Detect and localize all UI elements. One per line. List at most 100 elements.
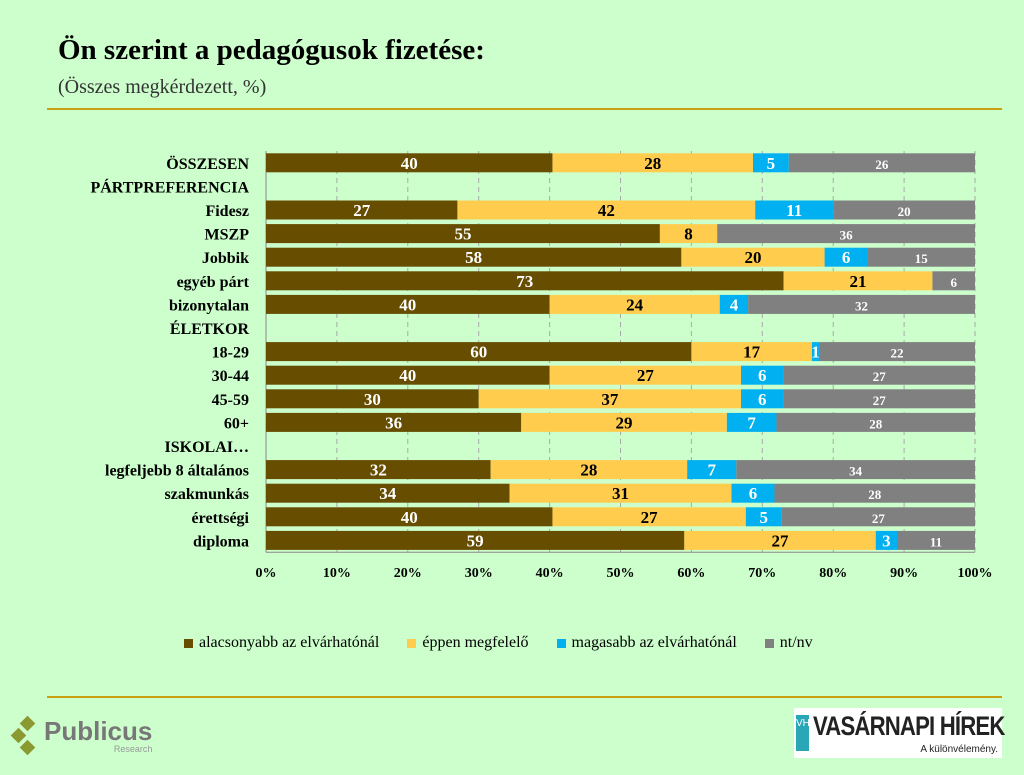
bar-segment bbox=[748, 294, 975, 314]
data-label: 32 bbox=[855, 298, 868, 313]
category-label: 18-29 bbox=[212, 345, 249, 362]
category-label: 60+ bbox=[224, 415, 249, 432]
bar-segment bbox=[659, 224, 718, 244]
data-label: 27 bbox=[641, 508, 659, 527]
data-label: 40 bbox=[399, 366, 416, 385]
x-tick-label: 40% bbox=[536, 566, 564, 581]
bar-segment bbox=[719, 294, 749, 314]
category-label: ISKOLAI… bbox=[165, 439, 249, 456]
data-label: 40 bbox=[401, 154, 418, 173]
data-label: 36 bbox=[385, 413, 402, 432]
bar-segment bbox=[788, 153, 975, 173]
bar-segment bbox=[266, 247, 682, 267]
bar-segment bbox=[875, 530, 898, 550]
category-label: diploma bbox=[193, 533, 249, 550]
top-divider bbox=[47, 108, 1002, 110]
bar-segment bbox=[681, 247, 825, 267]
data-label: 36 bbox=[840, 228, 854, 243]
data-label: 55 bbox=[454, 225, 471, 244]
data-label: 40 bbox=[401, 508, 418, 527]
category-label: egyéb párt bbox=[177, 274, 250, 291]
x-tick-label: 20% bbox=[394, 566, 422, 581]
bar-segment bbox=[266, 153, 553, 173]
category-label: legfeljebb 8 általános bbox=[105, 463, 249, 480]
data-label: 59 bbox=[467, 531, 484, 550]
category-label: ÖSSZESEN bbox=[166, 155, 249, 173]
bar-segment bbox=[811, 342, 820, 362]
data-label: 20 bbox=[744, 248, 761, 267]
bar-segment bbox=[783, 389, 975, 409]
data-label: 1 bbox=[811, 343, 820, 362]
category-label: érettségi bbox=[192, 510, 250, 527]
data-label: 17 bbox=[743, 343, 761, 362]
data-label: 34 bbox=[379, 484, 397, 503]
bar-segment bbox=[478, 389, 742, 409]
data-label: 34 bbox=[849, 464, 863, 479]
data-label: 73 bbox=[516, 272, 533, 291]
legend-swatch bbox=[407, 638, 417, 648]
vh-box: VH bbox=[796, 715, 810, 751]
legend-label: nt/nv bbox=[779, 634, 813, 651]
data-label: 5 bbox=[767, 154, 776, 173]
bar-segment bbox=[774, 483, 975, 503]
x-tick-label: 60% bbox=[677, 566, 705, 581]
x-tick-label: 0% bbox=[256, 566, 277, 581]
category-label: Jobbik bbox=[202, 250, 249, 267]
data-label: 27 bbox=[873, 369, 887, 384]
category-label: bizonytalan bbox=[169, 297, 249, 314]
bar-segment bbox=[266, 530, 685, 550]
data-label: 21 bbox=[850, 272, 867, 291]
data-label: 24 bbox=[626, 295, 644, 314]
bar-segment bbox=[549, 294, 720, 314]
category-label: Fidesz bbox=[205, 203, 249, 220]
data-label: 22 bbox=[891, 346, 904, 361]
legend-swatch bbox=[184, 638, 193, 648]
bar-segment bbox=[266, 460, 491, 480]
data-label: 6 bbox=[842, 248, 851, 267]
bar-segment bbox=[266, 224, 660, 244]
data-label: 58 bbox=[465, 248, 482, 267]
legend-swatch bbox=[556, 638, 566, 648]
bar-segment bbox=[783, 365, 975, 385]
bar-segment bbox=[776, 412, 975, 432]
data-label: 20 bbox=[898, 204, 911, 219]
data-label: 7 bbox=[708, 461, 717, 480]
legend-label: éppen megfelelő bbox=[422, 634, 529, 651]
bar-segment bbox=[266, 342, 692, 362]
bar-segment bbox=[745, 507, 782, 527]
legend-label: magasabb az elvárhatónál bbox=[571, 634, 737, 651]
data-label: 27 bbox=[637, 366, 655, 385]
bar-segment bbox=[731, 483, 775, 503]
data-label: 28 bbox=[868, 487, 882, 502]
bar-segment bbox=[755, 200, 834, 220]
x-tick-label: 50% bbox=[607, 566, 635, 581]
x-tick-label: 80% bbox=[819, 566, 847, 581]
legend: alacsonyabb az elvárhatónál éppen megfele… bbox=[184, 634, 813, 652]
data-label: 6 bbox=[749, 484, 758, 503]
publicus-diamond-icon bbox=[10, 716, 36, 756]
bar-segment bbox=[867, 247, 975, 267]
bar-segment bbox=[833, 200, 975, 220]
data-label: 28 bbox=[869, 416, 883, 431]
data-label: 5 bbox=[759, 508, 768, 527]
bar-segment bbox=[266, 412, 522, 432]
data-label: 30 bbox=[364, 390, 381, 409]
x-tick-label: 90% bbox=[890, 566, 918, 581]
bar-segment bbox=[781, 507, 975, 527]
data-label: 27 bbox=[873, 393, 887, 408]
bar-segment bbox=[266, 294, 550, 314]
bar-segment bbox=[824, 247, 868, 267]
publicus-logo: Publicus Research bbox=[10, 716, 152, 756]
data-label: 15 bbox=[915, 251, 929, 266]
bar-segment bbox=[552, 507, 746, 527]
publicus-sub: Research bbox=[113, 744, 153, 754]
x-tick-label: 10% bbox=[323, 566, 351, 581]
category-label: 30-44 bbox=[212, 368, 249, 385]
data-label: 37 bbox=[601, 390, 619, 409]
legend-label: alacsonyabb az elvárhatónál bbox=[199, 634, 380, 651]
legend-item: nt/nv bbox=[764, 634, 813, 652]
chart-title: Ön szerint a pedagógusok fizetése: bbox=[58, 34, 485, 66]
bar-segment bbox=[741, 389, 784, 409]
category-label: ÉLETKOR bbox=[170, 319, 250, 338]
